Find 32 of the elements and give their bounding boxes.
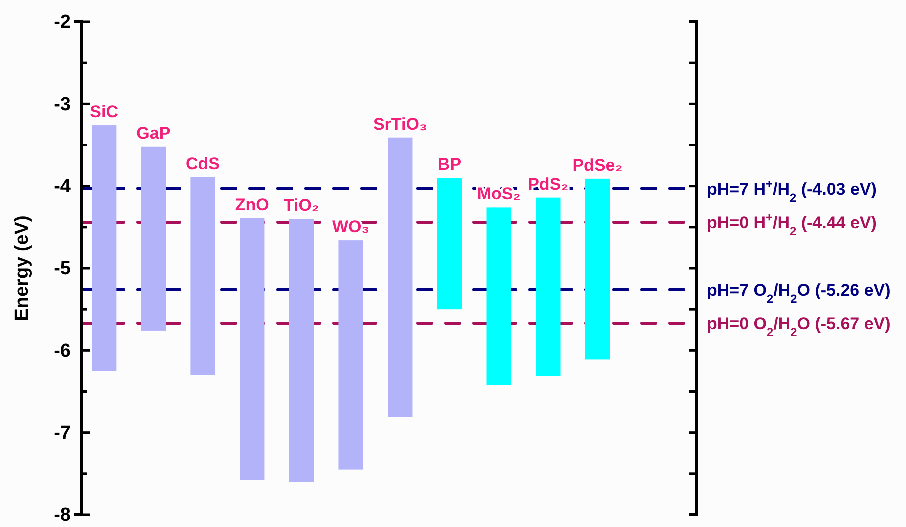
bar bbox=[585, 178, 610, 360]
y-tick-label: -8 bbox=[54, 505, 71, 526]
x-tick-label: SiC bbox=[90, 102, 119, 122]
x-tick-label: PdSe₂ bbox=[572, 156, 623, 175]
y-tick-label: -3 bbox=[54, 94, 71, 116]
x-tick-label: MoS₂ bbox=[477, 184, 521, 204]
bar bbox=[388, 138, 413, 418]
bar bbox=[190, 177, 216, 376]
ref-line-label: pH=0 H$^{+}$/H$_{2}$ (-4.44 eV) bbox=[707, 210, 877, 238]
x-tick-label: ZnO bbox=[235, 195, 270, 214]
y-tick-label: -2 bbox=[54, 12, 71, 34]
y-tick-label: -6 bbox=[54, 340, 71, 362]
y-tick-label: -4 bbox=[54, 176, 72, 198]
bar bbox=[240, 218, 265, 480]
bar bbox=[338, 240, 364, 470]
bar bbox=[92, 126, 117, 372]
ref-line-label: pH=7 O$_{2}$/H$_{2}$O (-5.26 eV) bbox=[707, 280, 891, 306]
ref-line-label: pH=0 O$_{2}$/H$_{2}$O (-5.67 eV) bbox=[707, 314, 891, 340]
bar bbox=[289, 219, 314, 482]
bar bbox=[437, 178, 462, 310]
x-tick-label: CdS bbox=[186, 154, 220, 174]
x-tick-label: BP bbox=[438, 155, 462, 174]
bar bbox=[536, 198, 561, 376]
y-tick-label: -5 bbox=[54, 258, 72, 280]
x-tick-label: GaP bbox=[136, 124, 171, 143]
y-axis-title: Energy (eV) bbox=[12, 216, 33, 322]
y-tick-label: -7 bbox=[54, 422, 71, 444]
x-tick-label: SrTiO₃ bbox=[373, 114, 428, 134]
ref-line-label: pH=7 H$^{+}$/H$_{2}$ (-4.03 eV) bbox=[707, 176, 877, 205]
bar bbox=[486, 208, 512, 386]
x-tick-label: TiO₂ bbox=[284, 196, 320, 216]
bar bbox=[141, 146, 166, 331]
